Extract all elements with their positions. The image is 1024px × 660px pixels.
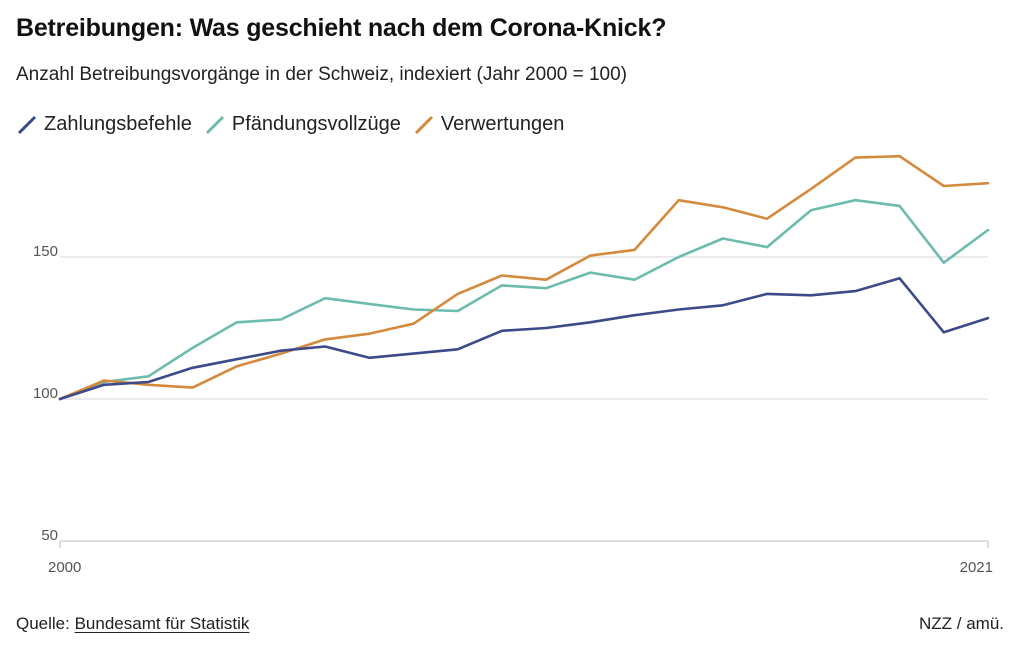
legend-label-zahlungsbefehle: Zahlungsbefehle (44, 113, 192, 135)
credit: NZZ / amü. (918, 614, 1004, 633)
chart-title: Betreibungen: Was geschieht nach dem Cor… (16, 14, 667, 42)
y-tick-label-50: 50 (41, 527, 58, 544)
series-line-pf-ndungsvollz-ge (58, 198, 990, 401)
legend-swatch-pfaendungsvollzuege (204, 114, 226, 136)
y-tick-label-150: 150 (33, 243, 58, 260)
legend-item-verwertungen: Verwertungen (413, 113, 564, 136)
chart-subtitle: Anzahl Betreibungsvorgänge in der Schwei… (16, 64, 628, 85)
legend-item-pfaendungsvollzuege: Pfändungsvollzüge (204, 113, 401, 136)
y-tick-label-100: 100 (33, 385, 58, 402)
source-note: Quelle: Bundesamt für Statistik (16, 614, 249, 634)
series-line-zahlungsbefehle (58, 276, 990, 401)
legend-item-zahlungsbefehle: Zahlungsbefehle (16, 113, 192, 136)
legend-swatch-verwertungen (413, 114, 435, 136)
legend-label-verwertungen: Verwertungen (440, 113, 565, 135)
source-prefix: Quelle: (16, 614, 75, 633)
legend-swatch-zahlungsbefehle (16, 114, 38, 136)
x-tick-label-2021: 2021 (960, 559, 993, 576)
series-line-verwertungen (58, 154, 990, 401)
source-link[interactable]: Bundesamt für Statistik (74, 614, 250, 633)
x-tick-label-2000: 2000 (48, 559, 81, 576)
legend-label-pfaendungsvollzuege: Pfändungsvollzüge (231, 113, 401, 135)
legend: Zahlungsbefehle Pfändungsvollzüge Verwer… (16, 113, 576, 136)
